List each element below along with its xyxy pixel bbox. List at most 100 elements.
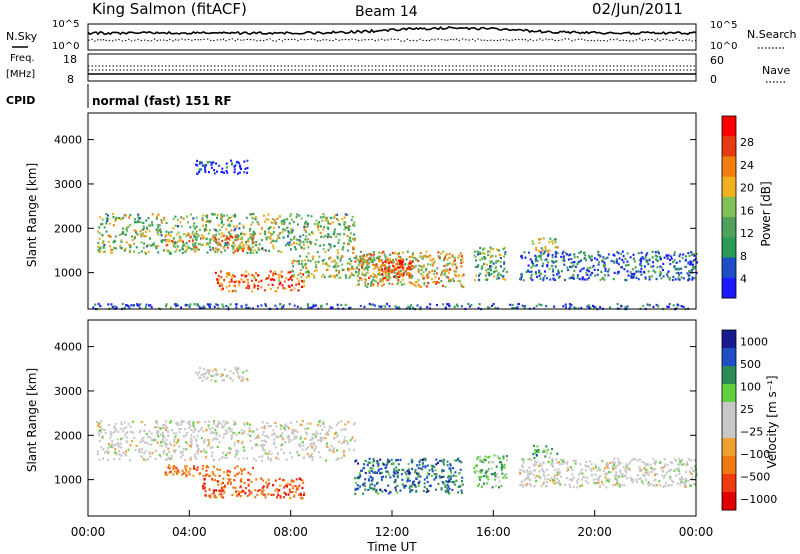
velocity-cell — [668, 469, 671, 472]
velocity-cell — [533, 456, 536, 460]
power-cell — [563, 278, 566, 282]
velocity-cell — [685, 477, 688, 481]
power-cell — [448, 268, 451, 272]
velocity-cell — [266, 484, 269, 487]
velocity-cell — [169, 421, 172, 424]
velocity-cell — [212, 374, 215, 377]
power-cell — [573, 306, 576, 309]
velocity-cell — [262, 485, 265, 488]
velocity-cell — [156, 430, 159, 433]
power-cell — [289, 215, 292, 218]
power-cell — [307, 246, 310, 249]
power-cell — [221, 239, 224, 243]
power-cell — [114, 218, 117, 221]
velocity-cell — [126, 431, 129, 434]
power-cell — [193, 303, 196, 306]
power-cell — [666, 272, 669, 275]
power-cell — [224, 242, 227, 245]
velocity-cell — [397, 463, 400, 466]
velocity-cell — [216, 437, 219, 440]
power-cell — [205, 214, 208, 217]
velocity-cell — [535, 449, 538, 452]
velocity-cell — [674, 458, 677, 461]
velocity-cell — [448, 467, 451, 470]
velocity-cell — [505, 473, 508, 476]
velocity-cell — [239, 495, 242, 498]
velocity-cell — [419, 467, 422, 470]
velocity-cell — [449, 463, 452, 466]
power-cell — [302, 234, 305, 237]
power-cell — [597, 263, 600, 266]
power-cell — [323, 215, 326, 218]
velocity-cell — [540, 484, 543, 488]
velocity-cell — [179, 427, 182, 431]
power-cell — [385, 273, 387, 277]
power-cell — [662, 262, 665, 265]
velocity-cell — [240, 470, 243, 473]
velocity-cell — [572, 476, 575, 479]
power-cell — [436, 303, 438, 307]
power-cell — [371, 261, 374, 264]
power-cell — [125, 304, 128, 307]
power-cell — [198, 305, 201, 308]
velocity-cell — [354, 492, 357, 495]
velocity-cell — [483, 474, 486, 477]
velocity-cell — [328, 429, 331, 432]
power-cell — [302, 241, 305, 244]
velocity-cell — [279, 434, 282, 437]
velocity-cell — [321, 428, 323, 431]
power-cell — [571, 265, 573, 268]
power-cell — [246, 166, 249, 170]
velocity-cell — [274, 446, 277, 449]
velocity-colorbar-segment — [722, 330, 736, 349]
power-cell — [337, 222, 340, 225]
velocity-cell — [426, 476, 429, 479]
power-cell — [678, 274, 681, 277]
power-cell — [248, 287, 250, 290]
velocity-cell — [256, 493, 259, 496]
power-cell — [190, 248, 193, 251]
power-cell — [652, 265, 655, 268]
power-cell — [220, 215, 222, 218]
velocity-cell — [459, 485, 462, 488]
velocity-cell — [584, 464, 587, 467]
power-cell — [539, 251, 542, 254]
velocity-cell — [393, 480, 396, 483]
nsky-label: N.Sky — [6, 30, 38, 43]
velocity-cell — [453, 480, 456, 483]
power-cell — [655, 278, 658, 281]
power-cell — [588, 306, 590, 310]
power-cell — [523, 305, 526, 308]
velocity-cell — [631, 481, 634, 484]
power-cell — [452, 256, 455, 259]
power-cell — [604, 257, 607, 260]
velocity-cell — [665, 482, 667, 485]
velocity-cell — [448, 487, 451, 490]
velocity-cell — [234, 486, 237, 489]
velocity-cell — [258, 436, 261, 439]
velocity-cell — [200, 437, 203, 440]
power-cell — [528, 270, 531, 273]
velocity-cell — [367, 488, 370, 491]
power-cell — [529, 258, 532, 261]
velocity-cell — [252, 457, 255, 460]
power-cell — [353, 256, 356, 259]
power-cell — [397, 266, 400, 269]
velocity-cell — [193, 467, 195, 470]
velocity-cell — [610, 471, 613, 474]
power-cell — [223, 214, 225, 217]
power-colorbar-segment — [722, 217, 736, 238]
power-cell — [253, 277, 256, 280]
power-cell — [384, 267, 387, 270]
velocity-cell — [222, 451, 224, 454]
velocity-cell — [210, 432, 213, 435]
power-cell — [487, 268, 490, 271]
power-cell — [692, 263, 694, 266]
power-cell — [147, 251, 150, 254]
velocity-cell — [595, 466, 597, 469]
power-cell — [310, 306, 313, 309]
power-cell — [690, 253, 693, 256]
power-cell — [656, 255, 659, 258]
power-cell — [172, 240, 175, 243]
power-cell — [220, 251, 223, 254]
